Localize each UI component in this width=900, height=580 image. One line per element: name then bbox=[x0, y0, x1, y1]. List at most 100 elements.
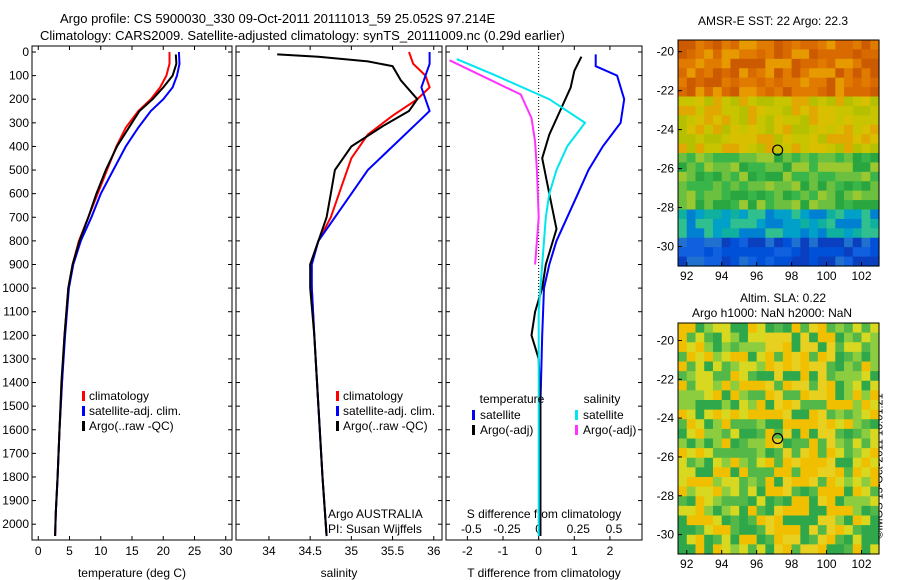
map-cell bbox=[747, 448, 758, 459]
y-tick-label: 800 bbox=[9, 234, 29, 248]
map-cell bbox=[782, 124, 793, 135]
map-cell bbox=[844, 153, 854, 164]
map-cell bbox=[695, 486, 705, 497]
map-cell bbox=[852, 58, 863, 69]
map-cell bbox=[809, 380, 819, 391]
map-cell bbox=[809, 200, 819, 211]
map-cell bbox=[747, 428, 758, 440]
map-cell bbox=[765, 115, 775, 126]
map-cell bbox=[782, 256, 793, 267]
map-cell bbox=[800, 428, 810, 440]
map-cell bbox=[704, 228, 714, 239]
map-cell bbox=[712, 218, 723, 229]
map-cell bbox=[861, 486, 871, 497]
map-cell bbox=[809, 534, 819, 545]
map-cell bbox=[835, 228, 845, 239]
map-cell bbox=[791, 457, 801, 468]
map-cell bbox=[730, 332, 740, 343]
legend-label: Argo(..raw -QC) bbox=[89, 419, 174, 433]
map-cell bbox=[774, 457, 784, 468]
map-cell bbox=[739, 228, 749, 239]
map-cell bbox=[704, 115, 714, 126]
map-cell bbox=[695, 209, 705, 220]
map-cell bbox=[678, 438, 688, 449]
map-cell bbox=[704, 428, 714, 440]
map-cell bbox=[826, 477, 836, 488]
map-cell bbox=[704, 256, 714, 267]
map-cell bbox=[870, 162, 880, 173]
map-cell bbox=[686, 162, 697, 173]
map-cell bbox=[800, 237, 810, 248]
map-cell bbox=[739, 115, 749, 126]
map-cell bbox=[721, 467, 732, 478]
x-axis-label: salinity bbox=[321, 566, 358, 580]
map-cell bbox=[870, 448, 880, 459]
map-cell bbox=[686, 77, 697, 88]
map-cell bbox=[870, 58, 880, 69]
map-cell bbox=[765, 87, 775, 98]
map-cell bbox=[844, 380, 854, 391]
map-cell bbox=[800, 247, 810, 258]
map-cell bbox=[870, 400, 880, 411]
y-tick-label: -24 bbox=[657, 411, 675, 425]
map-cell bbox=[678, 228, 688, 239]
map-cell bbox=[756, 515, 766, 526]
map-cell bbox=[791, 380, 801, 391]
map-cell bbox=[852, 390, 863, 401]
map-cell bbox=[826, 190, 836, 201]
map-cell bbox=[704, 171, 714, 182]
map-cell bbox=[835, 419, 845, 430]
map-cell bbox=[809, 496, 819, 507]
map-cell bbox=[826, 134, 836, 145]
map-cell bbox=[678, 256, 688, 267]
map-cell bbox=[739, 505, 749, 517]
map-cell bbox=[800, 419, 810, 430]
map-cell bbox=[844, 477, 854, 488]
map-cell bbox=[774, 371, 784, 382]
map-cell bbox=[721, 361, 732, 372]
map-cell bbox=[704, 351, 714, 363]
map-cell bbox=[686, 525, 697, 536]
map-cell bbox=[774, 181, 784, 192]
map-cell bbox=[844, 361, 854, 372]
map-cell bbox=[704, 124, 714, 135]
series-line-satellite bbox=[539, 54, 626, 536]
map-cell bbox=[686, 87, 697, 98]
map-cell bbox=[695, 400, 705, 411]
x-tick-label: 1 bbox=[571, 544, 578, 558]
map-cell bbox=[774, 87, 784, 98]
map-cell bbox=[844, 419, 854, 430]
map-cell bbox=[712, 438, 723, 449]
map-cell bbox=[695, 68, 705, 79]
map-cell bbox=[844, 171, 854, 182]
map-cell bbox=[739, 58, 749, 69]
map-cell bbox=[721, 200, 732, 211]
map-cell bbox=[712, 486, 723, 497]
map-cell bbox=[782, 342, 793, 353]
map-cell bbox=[774, 486, 784, 497]
map-cell bbox=[730, 171, 740, 182]
map-cell bbox=[791, 486, 801, 497]
map-cell bbox=[774, 143, 784, 154]
map-cell bbox=[791, 256, 801, 267]
map-cell bbox=[704, 477, 714, 488]
x-tick-label: 98 bbox=[785, 269, 799, 283]
map-cell bbox=[747, 505, 758, 517]
map-cell bbox=[809, 351, 819, 363]
map-cell bbox=[765, 190, 775, 201]
map-cell bbox=[826, 505, 836, 517]
map-cell bbox=[739, 390, 749, 401]
map-cell bbox=[791, 544, 801, 555]
x-tick-label: -1 bbox=[498, 544, 509, 558]
map-cell bbox=[704, 247, 714, 258]
map-cell bbox=[861, 256, 871, 267]
map-cell bbox=[747, 342, 758, 353]
map-cell bbox=[756, 419, 766, 430]
map-cell bbox=[747, 400, 758, 411]
map-cell bbox=[721, 153, 732, 164]
map-cell bbox=[791, 467, 801, 478]
y-tick-label: 1900 bbox=[2, 494, 29, 508]
map-cell bbox=[817, 544, 828, 555]
map-cell bbox=[765, 448, 775, 459]
map-cell bbox=[861, 525, 871, 536]
